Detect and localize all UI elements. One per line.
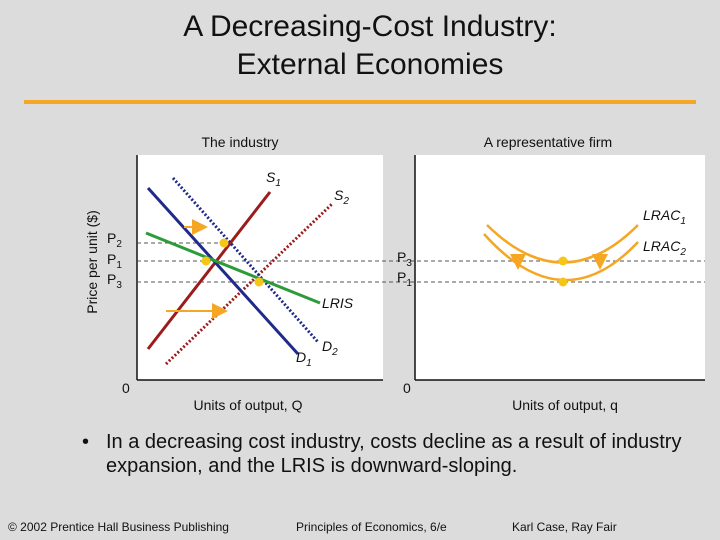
title-line-1: A Decreasing-Cost Industry: xyxy=(183,10,557,43)
firm-x-axis-label: Units of output, q xyxy=(512,397,618,413)
firm-price-label-p3: P3 xyxy=(397,249,412,269)
equilibrium-point-p2 xyxy=(219,238,229,248)
economics-diagram: The industry A representative firm Price… xyxy=(84,134,705,413)
footer-copyright: © 2002 Prentice Hall Business Publishing xyxy=(8,520,229,534)
label-lrac1: LRAC1 xyxy=(643,207,686,227)
firm-plot-area xyxy=(415,155,705,380)
industry-y-axis-label: Price per unit ($) xyxy=(84,210,100,313)
slide-title: A Decreasing-Cost Industry: External Eco… xyxy=(0,8,720,84)
industry-panel-title: The industry xyxy=(201,134,278,150)
firm-origin: 0 xyxy=(403,380,411,396)
industry-axes xyxy=(136,155,383,381)
bullet-text: In a decreasing cost industry, costs dec… xyxy=(106,431,682,477)
supply-curve-s2 xyxy=(164,201,335,366)
industry-origin: 0 xyxy=(122,380,130,396)
label-s1: S1 xyxy=(266,169,281,189)
firm-min-point-p1 xyxy=(558,277,568,287)
label-d1: D1 xyxy=(296,349,312,369)
firm-price-label-p1: P1 xyxy=(397,269,412,289)
supply-curve-s1 xyxy=(146,191,272,350)
equilibrium-point-p3 xyxy=(254,277,264,287)
firm-min-point-p3 xyxy=(558,256,568,266)
firm-panel-title: A representative firm xyxy=(484,134,612,150)
price-label-p1: P1 xyxy=(107,251,122,271)
label-lris: LRIS xyxy=(322,295,354,311)
label-d2: D2 xyxy=(322,338,338,358)
equilibrium-point-p1 xyxy=(201,256,211,266)
bullet-symbol: • xyxy=(82,431,90,453)
demand-curve-d2 xyxy=(171,177,320,343)
industry-x-axis-label: Units of output, Q xyxy=(194,397,303,413)
demand-curve-d1 xyxy=(146,186,300,356)
lris-curve xyxy=(145,231,321,305)
industry-plot-area xyxy=(137,155,383,380)
bullet-point: • In a decreasing cost industry, costs d… xyxy=(82,430,682,478)
price-label-p2: P2 xyxy=(107,230,122,250)
price-label-p3: P3 xyxy=(107,271,122,291)
footer: © 2002 Prentice Hall Business Publishing… xyxy=(0,513,720,540)
footer-authors: Karl Case, Ray Fair xyxy=(512,520,617,534)
label-s2: S2 xyxy=(334,187,349,207)
title-underline xyxy=(24,100,696,104)
footer-book-title: Principles of Economics, 6/e xyxy=(296,520,447,534)
label-lrac2: LRAC2 xyxy=(643,238,686,258)
title-line-2: External Economies xyxy=(236,48,504,81)
firm-axes xyxy=(414,155,705,381)
